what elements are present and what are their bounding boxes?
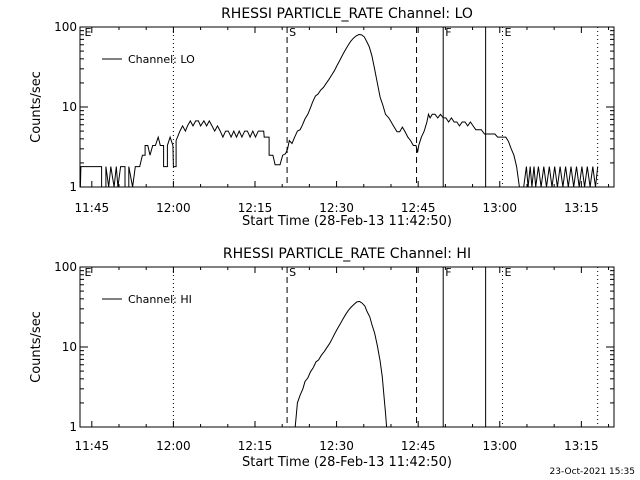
event-marker-label: E	[85, 26, 92, 39]
y-tick-label: 100	[54, 260, 77, 274]
y-tick-label: 10	[62, 340, 77, 354]
chart-title: RHESSI PARTICLE_RATE Channel: HI	[223, 246, 471, 262]
x-tick-label: 12:45	[401, 201, 436, 215]
x-tick-label: 11:45	[75, 201, 110, 215]
event-marker-label: F	[445, 266, 451, 279]
event-marker-label: S	[289, 26, 296, 39]
event-marker-label: S	[289, 266, 296, 279]
x-tick-label: 12:45	[401, 439, 436, 453]
y-axis-label: Counts/sec	[29, 71, 44, 143]
chart-panel-lo: RHESSI PARTICLE_RATE Channel: LO E S F E 11:4…	[29, 6, 615, 229]
x-tick-label: 13:00	[482, 201, 517, 215]
y-tick-label: 10	[62, 100, 77, 114]
x-tick-label: 12:00	[156, 439, 191, 453]
y-axis-label: Counts/sec	[29, 311, 44, 383]
event-marker-label: E	[504, 26, 511, 39]
chart-title: RHESSI PARTICLE_RATE Channel: LO	[221, 6, 473, 22]
x-axis-label: Start Time (28-Feb-13 11:42:50)	[242, 455, 452, 470]
legend-label: Channel: LO	[128, 53, 195, 66]
y-tick-label: 1	[69, 420, 77, 434]
series-line	[294, 300, 388, 428]
x-tick-label: 13:15	[564, 439, 599, 453]
x-tick-label: 11:45	[75, 439, 110, 453]
x-tick-label: 12:15	[238, 439, 273, 453]
x-axis-label: Start Time (28-Feb-13 11:42:50)	[242, 214, 452, 229]
event-marker-label: E	[504, 266, 511, 279]
x-tick-label: 13:00	[482, 439, 517, 453]
x-tick-label: 13:15	[564, 201, 599, 215]
footer-timestamp: 23-Oct-2021 15:35	[550, 467, 635, 477]
x-tick-label: 12:30	[319, 439, 354, 453]
legend-label: Channel: HI	[128, 293, 192, 306]
y-tick-label: 1	[69, 180, 77, 194]
x-tick-label: 12:30	[319, 201, 354, 215]
event-marker-label: F	[445, 26, 451, 39]
event-marker-label: E	[85, 266, 92, 279]
y-tick-label: 100	[54, 20, 77, 34]
x-tick-label: 12:15	[238, 201, 273, 215]
chart-panel-hi: RHESSI PARTICLE_RATE Channel: HI E S F E 11:4…	[29, 246, 615, 470]
x-tick-label: 12:00	[156, 201, 191, 215]
series-line	[79, 33, 599, 188]
